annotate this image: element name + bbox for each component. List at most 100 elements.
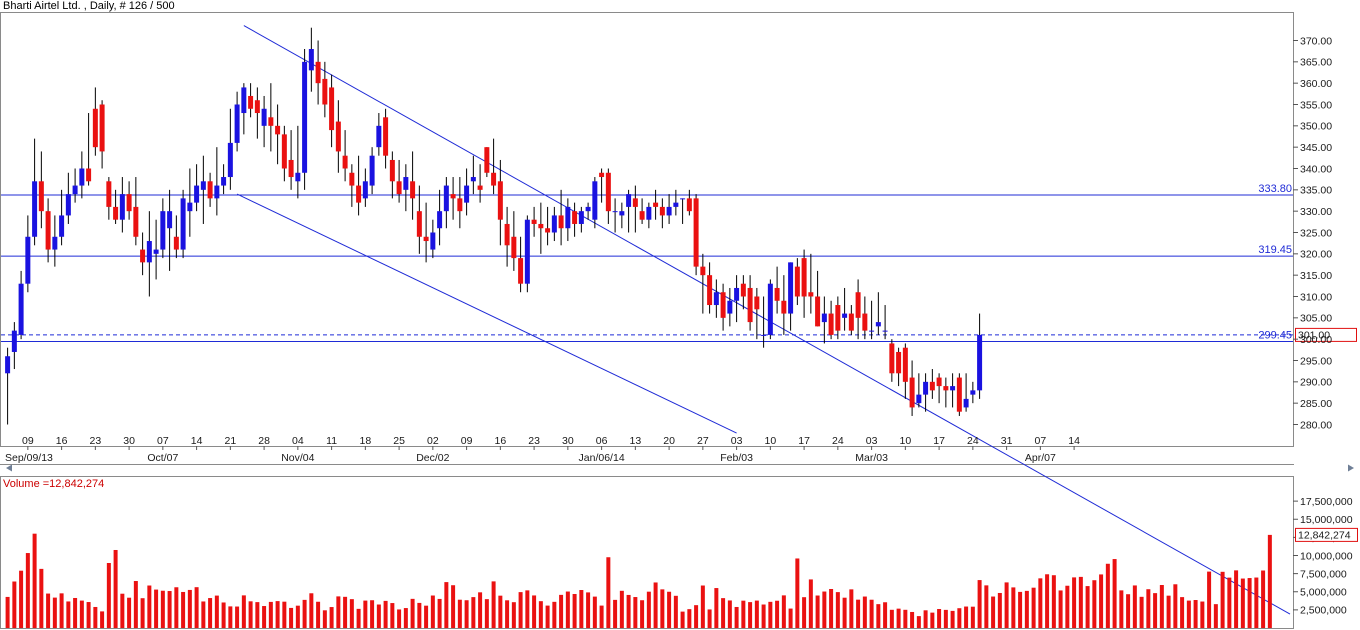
candle[interactable] xyxy=(619,202,625,229)
candle[interactable] xyxy=(821,296,827,344)
candle[interactable] xyxy=(875,292,881,335)
candle[interactable] xyxy=(599,168,605,203)
candle[interactable] xyxy=(491,138,497,195)
candle[interactable] xyxy=(315,40,321,105)
candle[interactable] xyxy=(977,313,983,399)
candle[interactable] xyxy=(511,211,517,271)
candle[interactable] xyxy=(740,275,746,310)
candle[interactable] xyxy=(909,360,915,416)
candle[interactable] xyxy=(187,168,193,237)
candle[interactable] xyxy=(268,83,274,152)
candle[interactable] xyxy=(126,181,132,220)
candle[interactable] xyxy=(52,215,58,267)
candle[interactable] xyxy=(248,83,254,118)
scroll-right-arrow-icon[interactable] xyxy=(1348,464,1354,472)
candle[interactable] xyxy=(970,381,976,404)
candle[interactable] xyxy=(443,177,449,229)
candle[interactable] xyxy=(680,198,686,224)
candle[interactable] xyxy=(72,168,78,203)
candle[interactable] xyxy=(133,177,139,246)
candle[interactable] xyxy=(848,305,854,335)
candle[interactable] xyxy=(275,104,281,165)
candle[interactable] xyxy=(882,305,888,340)
candle[interactable] xyxy=(794,258,800,306)
candle[interactable] xyxy=(92,87,98,156)
candle[interactable] xyxy=(65,172,71,224)
candle[interactable] xyxy=(497,159,503,246)
candle[interactable] xyxy=(369,147,375,195)
candle[interactable] xyxy=(430,219,436,259)
candle[interactable] xyxy=(416,185,422,254)
candle[interactable] xyxy=(612,198,618,233)
candle[interactable] xyxy=(464,168,470,216)
candle[interactable] xyxy=(32,138,38,246)
candle[interactable] xyxy=(531,206,537,237)
candle[interactable] xyxy=(956,373,962,416)
candle[interactable] xyxy=(241,83,247,135)
candle[interactable] xyxy=(767,279,773,340)
candle[interactable] xyxy=(747,275,753,331)
candle[interactable] xyxy=(214,147,220,216)
candle[interactable] xyxy=(518,236,524,293)
candle[interactable] xyxy=(410,151,416,220)
candle[interactable] xyxy=(227,108,233,190)
candle[interactable] xyxy=(173,215,179,259)
candle[interactable] xyxy=(788,262,794,331)
candle[interactable] xyxy=(403,164,409,212)
candle[interactable] xyxy=(639,198,645,224)
candle[interactable] xyxy=(632,185,638,233)
candle[interactable] xyxy=(308,27,314,92)
candle[interactable] xyxy=(605,168,611,224)
candle[interactable] xyxy=(281,125,287,182)
candle[interactable] xyxy=(869,300,875,340)
candle[interactable] xyxy=(524,215,530,293)
candle[interactable] xyxy=(707,262,713,314)
candle[interactable] xyxy=(254,87,260,139)
candle[interactable] xyxy=(842,287,848,331)
candle[interactable] xyxy=(585,202,591,220)
candle[interactable] xyxy=(923,373,929,412)
candle[interactable] xyxy=(659,198,665,229)
candle[interactable] xyxy=(646,202,652,229)
candle[interactable] xyxy=(578,206,584,233)
candle[interactable] xyxy=(572,202,578,237)
candle[interactable] xyxy=(889,339,895,382)
candle[interactable] xyxy=(470,155,476,195)
candle[interactable] xyxy=(160,198,166,259)
candle[interactable] xyxy=(396,159,402,203)
candle[interactable] xyxy=(666,194,672,224)
candle[interactable] xyxy=(362,168,368,207)
candle[interactable] xyxy=(565,198,571,242)
candle[interactable] xyxy=(221,164,227,195)
candle[interactable] xyxy=(558,189,564,246)
candle[interactable] xyxy=(342,130,348,182)
candle[interactable] xyxy=(673,189,679,216)
candle[interactable] xyxy=(929,369,935,399)
candle[interactable] xyxy=(761,296,767,348)
candle[interactable] xyxy=(295,125,301,199)
candle[interactable] xyxy=(25,215,31,293)
candle[interactable] xyxy=(79,151,85,199)
candle[interactable] xyxy=(11,322,17,370)
candle[interactable] xyxy=(383,108,389,169)
candle[interactable] xyxy=(119,177,125,233)
candle[interactable] xyxy=(943,377,949,408)
candle[interactable] xyxy=(329,74,335,148)
candle[interactable] xyxy=(200,155,206,224)
candle[interactable] xyxy=(45,198,51,263)
candle[interactable] xyxy=(349,164,355,207)
candle[interactable] xyxy=(99,100,105,169)
candle[interactable] xyxy=(194,164,200,212)
candle[interactable] xyxy=(261,95,267,148)
candle[interactable] xyxy=(902,343,908,399)
candle[interactable] xyxy=(423,202,429,263)
candle[interactable] xyxy=(504,206,510,267)
candle[interactable] xyxy=(477,164,483,203)
candle[interactable] xyxy=(234,91,240,152)
candle[interactable] xyxy=(356,155,362,216)
candle[interactable] xyxy=(828,300,834,340)
candle[interactable] xyxy=(626,189,632,233)
candle[interactable] xyxy=(936,373,942,404)
candle[interactable] xyxy=(153,219,159,280)
candle[interactable] xyxy=(815,270,821,327)
